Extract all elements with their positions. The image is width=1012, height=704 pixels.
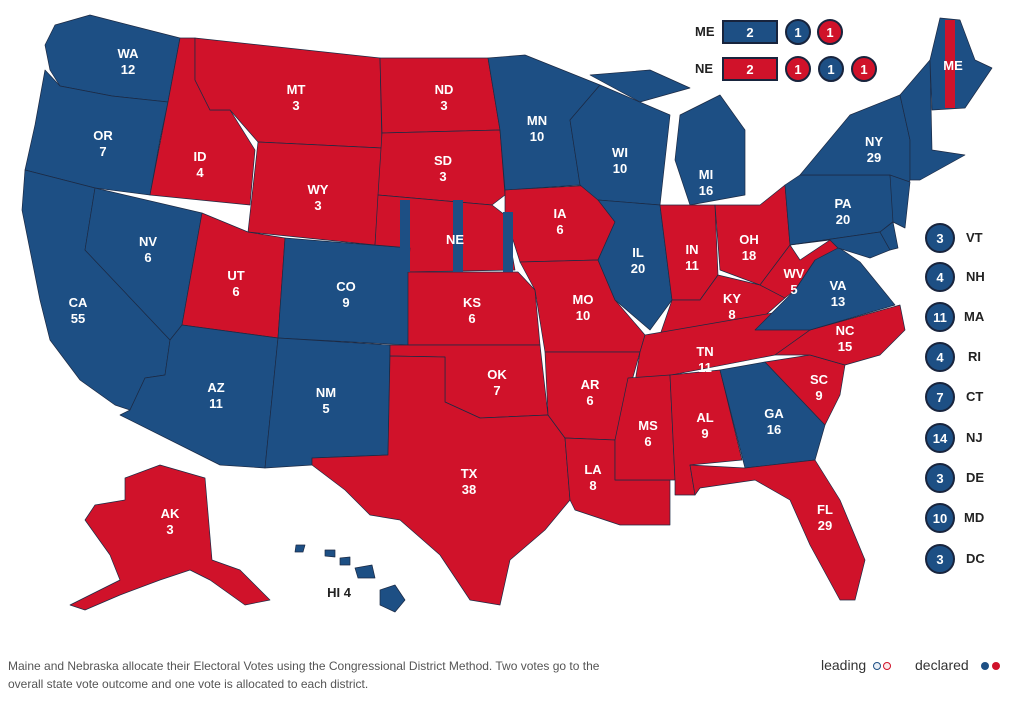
ne-district-2[interactable]: 1 xyxy=(818,56,844,82)
state-FL[interactable] xyxy=(689,459,866,601)
ne-district-3[interactable]: 1 xyxy=(851,56,877,82)
small-state-ri-circle[interactable]: 4 xyxy=(925,342,955,372)
label-IL: IL 20 xyxy=(631,245,645,276)
label-AZ: AZ 11 xyxy=(207,380,224,411)
label-MO: MO 10 xyxy=(573,292,594,323)
state-NJ[interactable] xyxy=(889,174,911,229)
label-MT: MT 3 xyxy=(287,82,306,113)
label-TX: TX 38 xyxy=(461,466,478,497)
me-district-1[interactable]: 1 xyxy=(785,19,811,45)
small-state-dc-label: DC xyxy=(966,551,985,566)
nebraska-district-stripe xyxy=(453,200,463,272)
label-SD: SD 3 xyxy=(434,153,452,184)
label-IN: IN 11 xyxy=(685,242,699,273)
label-NC: NC 15 xyxy=(836,323,855,354)
small-state-nh-label: NH xyxy=(966,269,985,284)
small-state-nj-circle[interactable]: 14 xyxy=(925,423,955,453)
nebraska-district-stripe xyxy=(503,212,513,272)
small-state-md-circle[interactable]: 10 xyxy=(925,503,955,533)
small-state-nh-circle[interactable]: 4 xyxy=(925,262,955,292)
label-IA: IA 6 xyxy=(554,206,568,237)
label-WV: WV 5 xyxy=(784,266,805,297)
me-statewide-pill[interactable]: 2 xyxy=(722,20,778,44)
label-HI: HI 4 xyxy=(327,585,352,600)
small-state-de-label: DE xyxy=(966,470,985,485)
label-WA: WA 12 xyxy=(118,46,140,77)
ne-statewide-pill[interactable]: 2 xyxy=(722,57,778,81)
state-MS[interactable] xyxy=(614,374,676,481)
label-AL: AL 9 xyxy=(696,410,713,441)
small-state-ma-label: MA xyxy=(964,309,985,324)
maine-district-stripe xyxy=(945,20,955,108)
leading-blue-dot-icon xyxy=(873,662,882,671)
small-state-vt-circle[interactable]: 3 xyxy=(925,223,955,253)
label-GA: GA 16 xyxy=(764,406,784,437)
nebraska-district-stripe xyxy=(400,200,410,272)
state-KS[interactable] xyxy=(407,271,541,346)
label-PA: PA 20 xyxy=(834,196,852,227)
label-FL: FL 29 xyxy=(817,502,833,533)
label-SC: SC 9 xyxy=(810,372,829,403)
label-WI: WI 10 xyxy=(612,145,628,176)
label-ID: ID 4 xyxy=(194,149,207,180)
small-state-ri-label: RI xyxy=(968,349,981,364)
small-state-md-label: MD xyxy=(964,510,985,525)
label-MS: MS 6 xyxy=(638,418,658,449)
state-TX[interactable] xyxy=(311,355,571,606)
split-label-me: ME xyxy=(695,24,715,39)
legend-leading-label: leading xyxy=(821,657,867,673)
label-OH: OH 18 xyxy=(739,232,759,263)
label-AK: AK 3 xyxy=(161,506,180,537)
small-state-ma-circle[interactable]: 11 xyxy=(925,302,955,332)
small-state-ct-circle[interactable]: 7 xyxy=(925,382,955,412)
label-ME: ME xyxy=(943,58,963,73)
small-state-dc-circle[interactable]: 3 xyxy=(925,544,955,574)
legend-declared-label: declared xyxy=(915,657,969,673)
label-KY: KY 8 xyxy=(723,291,741,322)
state-SD[interactable] xyxy=(377,129,506,206)
label-OR: OR 7 xyxy=(93,128,113,159)
me-district-2[interactable]: 1 xyxy=(817,19,843,45)
state-MI[interactable] xyxy=(589,69,746,206)
label-KS: KS 6 xyxy=(463,295,481,326)
legend-declared: declared xyxy=(915,657,1000,673)
split-label-ne: NE xyxy=(695,61,714,76)
label-OK: OK 7 xyxy=(487,367,507,398)
state-SC[interactable] xyxy=(764,354,846,426)
state-DE[interactable] xyxy=(879,221,899,251)
label-ND: ND 3 xyxy=(435,82,454,113)
small-state-de-circle[interactable]: 3 xyxy=(925,463,955,493)
label-NY: NY 29 xyxy=(865,134,883,165)
label-NV: NV 6 xyxy=(139,234,157,265)
state-HI[interactable] xyxy=(294,544,406,613)
small-state-nj-label: NJ xyxy=(966,430,983,445)
label-AR: AR 6 xyxy=(581,377,600,408)
state-AK[interactable] xyxy=(69,464,271,611)
label-LA: LA 8 xyxy=(584,462,602,493)
label-VA: VA 13 xyxy=(829,278,847,309)
label-NE: NE xyxy=(446,232,464,247)
label-TN: TN 11 xyxy=(696,344,713,375)
state-GA[interactable] xyxy=(719,361,826,469)
label-UT: UT 6 xyxy=(227,268,244,299)
declared-blue-dot-icon xyxy=(980,662,989,671)
label-MN: MN 10 xyxy=(527,113,547,144)
ne-district-1[interactable]: 1 xyxy=(785,56,811,82)
small-state-vt-label: VT xyxy=(966,230,983,245)
footnote: Maine and Nebraska allocate their Electo… xyxy=(8,659,600,691)
declared-red-dot-icon xyxy=(991,662,1000,671)
label-CA: CA 55 xyxy=(69,295,88,326)
label-CO: CO 9 xyxy=(336,279,356,310)
leading-red-dot-icon xyxy=(883,662,892,671)
label-NM: NM 5 xyxy=(316,385,336,416)
label-WY: WY 3 xyxy=(308,182,329,213)
label-MI: MI 16 xyxy=(699,167,713,198)
legend-leading: leading xyxy=(821,657,892,673)
small-state-ct-label: CT xyxy=(966,389,984,404)
